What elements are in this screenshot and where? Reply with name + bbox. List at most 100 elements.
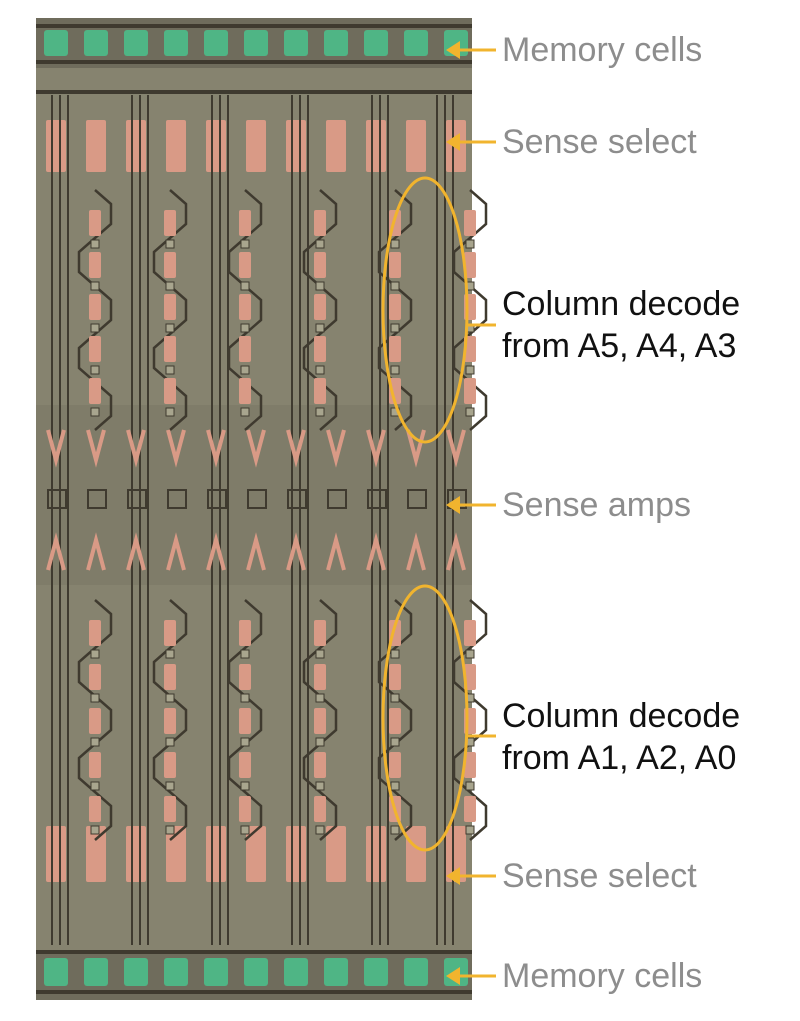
column-decode-upper-transistor <box>164 210 176 236</box>
column-decode-upper-contact <box>391 240 399 248</box>
column-decode-lower-transistor <box>314 664 326 690</box>
column-decode-upper-transistor <box>314 294 326 320</box>
memory-cell-bottom <box>364 958 388 986</box>
column-decode-lower-contact <box>316 826 324 834</box>
column-decode-lower-contact <box>241 738 249 746</box>
memory-row-line <box>36 990 472 994</box>
sense-select-top-gate <box>366 120 386 172</box>
column-decode-lower-transistor <box>89 796 101 822</box>
sense-select-bottom-gate <box>366 826 386 882</box>
column-decode-lower-transistor <box>164 664 176 690</box>
column-decode-lower-transistor <box>164 708 176 734</box>
column-decode-lower-contact <box>391 782 399 790</box>
column-decode-upper-contact <box>241 240 249 248</box>
column-decode-upper-contact <box>91 240 99 248</box>
column-decode-lower-contact <box>466 650 474 658</box>
column-decode-upper-transistor <box>464 210 476 236</box>
column-decode-upper-transistor <box>239 252 251 278</box>
column-decode-lower-transistor <box>314 796 326 822</box>
sense-select-top-gate <box>126 120 146 172</box>
column-decode-lower-contact <box>166 826 174 834</box>
column-decode-lower-transistor <box>464 796 476 822</box>
label-memory-cells-top: Memory cells <box>502 30 702 70</box>
column-decode-lower-contact <box>241 694 249 702</box>
column-decode-upper-transistor <box>389 294 401 320</box>
column-decode-lower-contact <box>166 782 174 790</box>
column-decode-upper-contact <box>316 240 324 248</box>
column-decode-upper-contact <box>241 366 249 374</box>
column-decode-lower-contact <box>166 694 174 702</box>
column-decode-upper-contact <box>316 282 324 290</box>
die-photo <box>36 18 486 1000</box>
column-decode-lower-transistor <box>89 620 101 646</box>
memory-cell-top <box>204 30 228 56</box>
column-decode-upper-transistor <box>389 336 401 362</box>
column-decode-upper-transistor <box>164 294 176 320</box>
sense-select-bottom-gate <box>406 826 426 882</box>
memory-cell-top <box>124 30 148 56</box>
column-decode-lower-transistor <box>89 708 101 734</box>
column-decode-lower-contact <box>166 738 174 746</box>
column-decode-lower-transistor <box>464 620 476 646</box>
column-decode-upper-contact <box>241 324 249 332</box>
column-decode-upper-transistor <box>89 252 101 278</box>
column-decode-upper-contact <box>391 366 399 374</box>
column-decode-lower-contact <box>91 782 99 790</box>
column-decode-lower-contact <box>91 650 99 658</box>
column-decode-lower-contact <box>316 738 324 746</box>
column-decode-upper-contact <box>391 324 399 332</box>
memory-row-line <box>36 60 472 64</box>
column-decode-upper-contact <box>241 282 249 290</box>
column-decode-upper-contact <box>91 366 99 374</box>
column-decode-lower-contact <box>316 694 324 702</box>
column-decode-lower-contact <box>241 782 249 790</box>
column-decode-upper-transistor <box>239 210 251 236</box>
memory-cell-top <box>324 30 348 56</box>
column-decode-upper-contact <box>166 240 174 248</box>
column-decode-upper-transistor <box>314 252 326 278</box>
sense-select-top-gate <box>86 120 106 172</box>
column-decode-upper-contact <box>316 408 324 416</box>
column-decode-lower-contact <box>241 650 249 658</box>
column-decode-upper-transistor <box>164 378 176 404</box>
memory-cell-top <box>164 30 188 56</box>
sense-select-top-gate <box>286 120 306 172</box>
column-decode-lower-contact <box>166 650 174 658</box>
column-decode-lower-contact <box>91 738 99 746</box>
column-decode-upper-transistor <box>314 336 326 362</box>
column-decode-upper-contact <box>166 366 174 374</box>
memory-cell-bottom <box>284 958 308 986</box>
sense-select-bottom-gate <box>286 826 306 882</box>
sense-select-top-gate <box>406 120 426 172</box>
sense-select-top-gate <box>206 120 226 172</box>
column-decode-lower-contact <box>241 826 249 834</box>
column-decode-lower-contact <box>316 650 324 658</box>
memory-row-line <box>36 90 472 94</box>
memory-cell-top <box>244 30 268 56</box>
column-decode-upper-contact <box>466 408 474 416</box>
column-decode-upper-contact <box>91 324 99 332</box>
column-decode-upper-contact <box>316 366 324 374</box>
column-decode-upper-transistor <box>464 378 476 404</box>
column-decode-upper-contact <box>166 282 174 290</box>
sense-select-bottom-gate <box>326 826 346 882</box>
memory-cell-bottom <box>324 958 348 986</box>
label-column-decode-a1-line2: from A1, A2, A0 <box>502 738 736 778</box>
label-column-decode-a1-line1: Column decode <box>502 696 740 736</box>
memory-cell-top <box>44 30 68 56</box>
column-decode-lower-transistor <box>239 664 251 690</box>
memory-cell-bottom <box>124 958 148 986</box>
memory-cell-bottom <box>404 958 428 986</box>
column-decode-upper-transistor <box>314 210 326 236</box>
column-decode-upper-contact <box>391 282 399 290</box>
column-decode-lower-transistor <box>164 796 176 822</box>
column-decode-lower-contact <box>391 650 399 658</box>
column-decode-upper-transistor <box>89 378 101 404</box>
column-decode-upper-transistor <box>239 336 251 362</box>
column-decode-lower-transistor <box>239 708 251 734</box>
column-decode-upper-contact <box>166 408 174 416</box>
label-sense-select-bottom: Sense select <box>502 856 697 896</box>
column-decode-lower-transistor <box>164 752 176 778</box>
sense-select-bottom-gate <box>126 826 146 882</box>
